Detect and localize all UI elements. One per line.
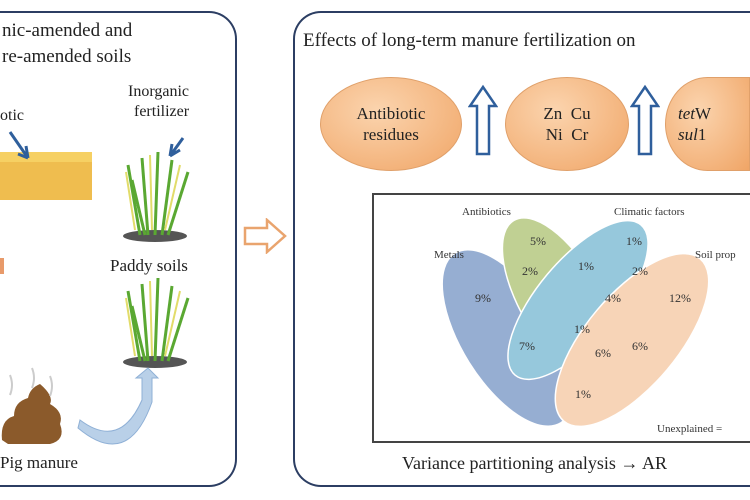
inorganic-label-line2: fertilizer [134, 103, 190, 120]
venn-set-soil [554, 252, 710, 428]
inorganic-label-line1: Inorganic [128, 83, 190, 100]
partial-object [0, 258, 4, 274]
gene-rest: W [695, 104, 712, 123]
venn-label-metals: Metals [434, 249, 464, 261]
right-title: Effects of long-term manure fertilizatio… [303, 30, 636, 51]
venn-value: 1% [574, 322, 590, 336]
rice-plant-icon [123, 151, 190, 242]
gene-rest: 1 [697, 125, 707, 144]
oval-line: Zn Cu [543, 104, 591, 123]
oval-line: Antibiotic [356, 104, 426, 123]
flow-arrow-icon [243, 218, 287, 254]
gene-italic: tet [678, 104, 695, 123]
curved-arrow-icon [77, 367, 160, 445]
venn-value: 2% [522, 264, 538, 278]
manure-label: Pig manure [0, 453, 78, 472]
venn-label-soil: Soil prop [695, 249, 736, 261]
gene-italic: sul [678, 125, 698, 144]
oval-line: residues [363, 125, 419, 144]
rice-plant-icon [123, 277, 190, 368]
left-title-line2: re-amended soils [2, 46, 132, 67]
arrow-icon: → [620, 453, 639, 473]
up-arrow-icon [468, 84, 498, 156]
pig-manure-icon [1, 367, 62, 444]
venn-value: 9% [475, 291, 491, 305]
oval-antibiotic-residues: Antibiotic residues [320, 77, 462, 171]
venn-unexplained: Unexplained = [657, 423, 722, 435]
venn-value: 1% [578, 259, 594, 273]
venn-value: 4% [605, 291, 621, 305]
venn-value: 5% [530, 234, 546, 248]
left-illustrations [0, 131, 190, 445]
antibiotic-label: otic [0, 107, 24, 124]
hay-block-icon [0, 152, 92, 200]
footer-label: Variance partitioning analysis → AR [402, 453, 667, 474]
footer-text: Variance partitioning analysis [402, 453, 616, 473]
oval-genes: tetW sul1 [665, 77, 750, 171]
arrow-icon [168, 137, 185, 158]
paddy-label: Paddy soils [110, 256, 188, 275]
venn-label-climatic: Climatic factors [614, 206, 685, 218]
footer-suffix: AR [641, 453, 667, 473]
venn-value: 1% [575, 387, 591, 401]
oval-metals: Zn Cu Ni Cr [505, 77, 629, 171]
venn-value: 1% [626, 234, 642, 248]
oval-line: Ni Cr [545, 125, 589, 144]
venn-value: 2% [632, 264, 648, 278]
venn-label-antibiotics: Antibiotics [462, 206, 511, 218]
arrow-icon [8, 131, 30, 160]
venn-value: 6% [632, 339, 648, 353]
venn-value: 7% [519, 339, 535, 353]
venn-value: 6% [595, 346, 611, 360]
venn-value: 12% [669, 291, 691, 305]
up-arrow-icon [630, 84, 660, 156]
left-title-line1: nic-amended and [2, 20, 133, 41]
